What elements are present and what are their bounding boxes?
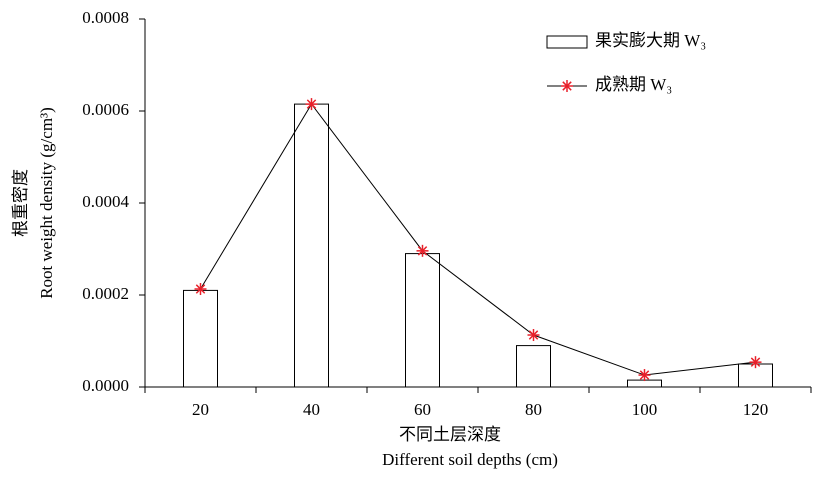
marker-stroke [417, 246, 428, 256]
bar [405, 253, 440, 388]
marker [749, 356, 762, 369]
bar [183, 289, 218, 388]
y-tick-label: 0.0008 [82, 8, 129, 27]
marker-stroke [562, 81, 572, 91]
x-tick-label: 120 [743, 400, 769, 419]
x-axis-label: Different soil depths (cm) [382, 450, 558, 469]
marker [194, 283, 207, 296]
y-tick-label: 0.0000 [82, 376, 129, 395]
y-axis-label: 根重密度 [11, 169, 30, 237]
marker [561, 80, 573, 92]
x-tick-label: 40 [303, 400, 320, 419]
bar [516, 345, 551, 388]
y-axis-label: Root weight density (g/cm³) [37, 107, 56, 299]
bar [627, 379, 662, 388]
legend-swatch [546, 35, 588, 49]
marker-stroke [306, 99, 317, 109]
x-axis-label: 不同土层深度 [399, 425, 501, 444]
line [200, 103, 756, 376]
x-tick-label: 60 [414, 400, 431, 419]
marker-stroke [195, 284, 206, 294]
x-tick-label: 80 [525, 400, 542, 419]
marker [305, 98, 318, 111]
bar [294, 103, 329, 388]
marker [527, 329, 540, 342]
marker [416, 244, 429, 257]
marker-stroke [750, 357, 761, 367]
legend-label: 成熟期 W₃ [595, 74, 672, 94]
marker-stroke [528, 330, 539, 340]
x-tick-label: 20 [192, 400, 209, 419]
y-tick-label: 0.0004 [82, 192, 129, 211]
y-tick-label: 0.0006 [82, 100, 129, 119]
legend-label: 果实膨大期 W₃ [595, 31, 706, 50]
marker [638, 369, 651, 382]
x-tick-label: 100 [632, 400, 658, 419]
marker-stroke [639, 370, 650, 380]
y-tick-label: 0.0002 [82, 284, 129, 303]
